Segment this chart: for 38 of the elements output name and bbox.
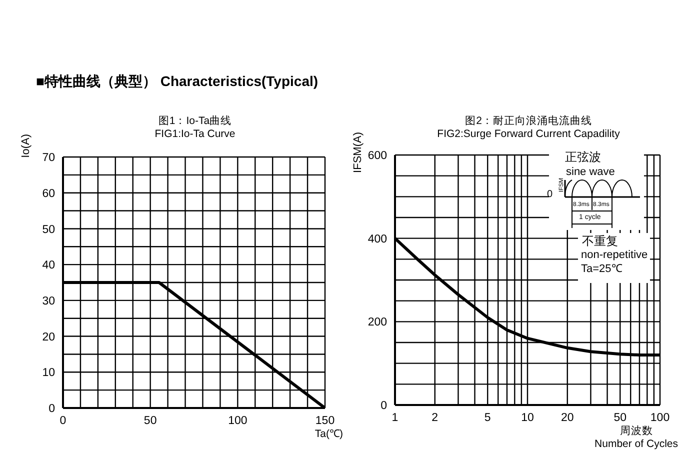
y-axis-title: IFSM(A) bbox=[351, 132, 365, 175]
chart-title: 图2：耐正向浪涌电流曲线 bbox=[464, 115, 593, 128]
y-tick-label: 70 bbox=[42, 152, 55, 164]
y-tick-label: 600 bbox=[368, 150, 387, 162]
x-tick-label: 100 bbox=[228, 415, 248, 428]
annotation: 正弦波 bbox=[565, 150, 601, 164]
x-tick-label: 100 bbox=[650, 412, 670, 424]
x-tick-label: 150 bbox=[315, 415, 335, 428]
y-tick-label: 50 bbox=[42, 224, 55, 236]
x-tick-label: 20 bbox=[560, 412, 574, 424]
y-tick-label: 0 bbox=[380, 400, 387, 412]
y-tick-label: 400 bbox=[368, 233, 387, 246]
annotation: Ta=25℃ bbox=[581, 263, 622, 276]
x-tick-label: 50 bbox=[614, 412, 627, 424]
y-tick-label: 0 bbox=[48, 403, 55, 416]
x-tick-label: 2 bbox=[432, 412, 438, 424]
annotation: 0 bbox=[547, 189, 553, 201]
x-tick-label: 1 bbox=[392, 412, 398, 424]
y-tick-label: 200 bbox=[368, 316, 387, 329]
y-tick-label: 60 bbox=[42, 188, 55, 200]
x-tick-label: 50 bbox=[144, 415, 157, 428]
annotation: 不重复 bbox=[582, 234, 618, 248]
x-axis-title: 周波数 Number of Cycles bbox=[594, 425, 678, 451]
text: ■特性曲线（典型） Characteristics(Typical) bbox=[36, 73, 318, 91]
chart-subtitle: FIG1:Io-Ta Curve bbox=[154, 128, 236, 140]
chart-title: 图1：Io-Ta曲线 bbox=[157, 115, 233, 128]
chart-subtitle: FIG2:Surge Forward Current Capadility bbox=[437, 128, 620, 140]
y-tick-label: 10 bbox=[42, 367, 55, 380]
annotation: sine wave bbox=[566, 166, 615, 179]
y-axis-title: Io(A) bbox=[19, 134, 33, 160]
y-tick-label: 30 bbox=[42, 296, 55, 308]
x-tick-label: 10 bbox=[521, 412, 534, 424]
x-tick-label: 0 bbox=[60, 415, 66, 428]
y-tick-label: 40 bbox=[42, 260, 55, 272]
x-tick-label: 5 bbox=[484, 412, 491, 424]
x-axis-title: Ta(℃) bbox=[314, 428, 343, 441]
y-tick-label: 20 bbox=[42, 331, 55, 344]
annotation: non-repetitive bbox=[581, 249, 648, 262]
